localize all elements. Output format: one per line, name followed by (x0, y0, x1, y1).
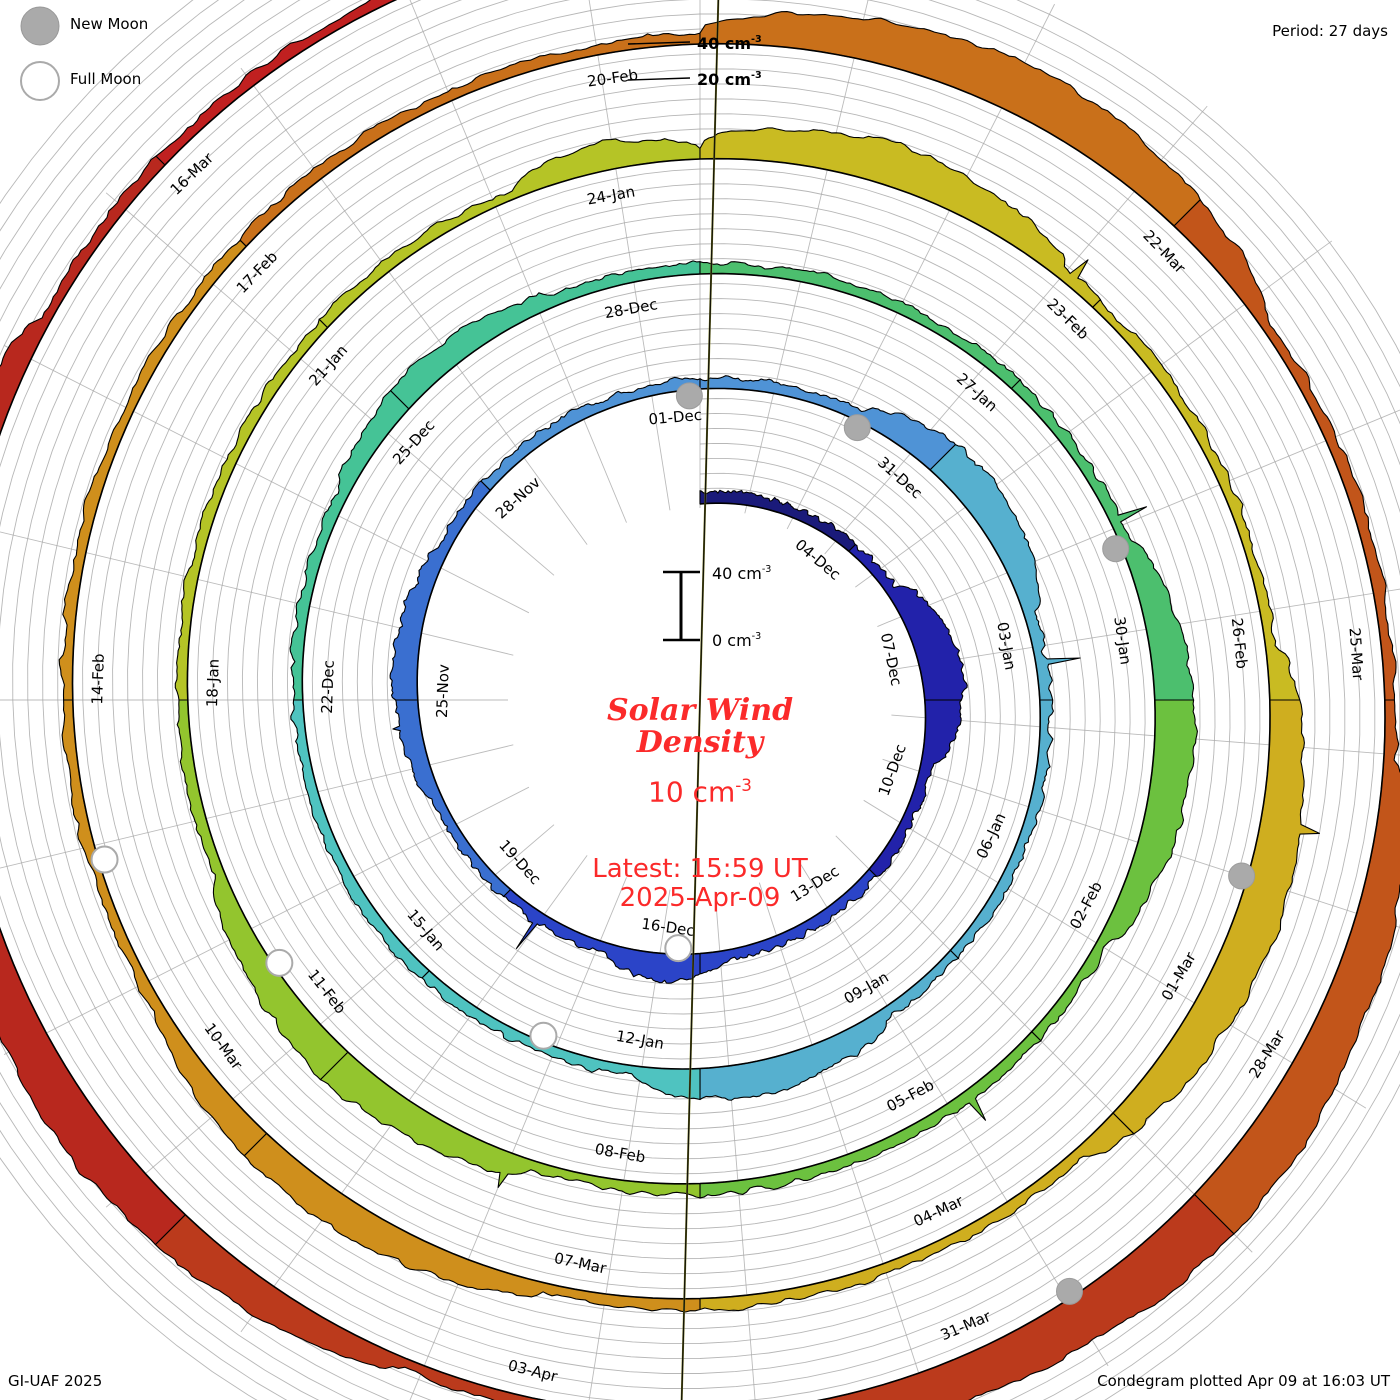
date-label: 30-Jan (1110, 615, 1135, 666)
date-label: 09-Jan (841, 968, 892, 1008)
date-label: 26-Feb (1228, 617, 1251, 670)
date-label: 28-Dec (603, 295, 659, 322)
date-label: 08-Feb (593, 1140, 646, 1167)
date-label: 04-Mar (911, 1192, 967, 1231)
date-label: 14-Feb (88, 653, 108, 705)
date-label: 02-Feb (1066, 879, 1106, 933)
moon-marker-layer (90, 382, 1256, 1305)
latest-observation-label: Latest: 15:59 UT 2025-Apr-09 (420, 854, 980, 914)
date-label: 04-Dec (792, 535, 845, 583)
date-label: 11-Feb (304, 966, 350, 1017)
date-label: 06-Jan (973, 810, 1010, 862)
new-moon-marker (675, 382, 703, 410)
new-moon-marker (1102, 535, 1130, 563)
latest-date: 2025-Apr-09 (619, 883, 781, 914)
period-label: Period: 27 days (1272, 22, 1388, 40)
date-label: 24-Jan (586, 182, 637, 208)
date-label: 25-Nov (433, 664, 453, 718)
axis-label-20: 20 cm-3 (697, 70, 762, 89)
new-moon-marker (1228, 862, 1256, 890)
date-label: 18-Jan (203, 658, 223, 707)
full-moon-marker (90, 845, 119, 874)
unit-scale-label: 10 cm-3 (648, 775, 752, 809)
credit-label: GI-UAF 2025 (8, 1372, 103, 1390)
full-moon-marker (265, 948, 294, 977)
axis-label-40: 40 cm-3 (697, 34, 762, 53)
date-label: 16-Dec (640, 915, 696, 940)
outer-axis-callouts: 40 cm-3 20 cm-3 (627, 34, 762, 89)
date-label: 22-Dec (318, 660, 338, 714)
new-moon-marker (843, 414, 871, 442)
new-moon-marker (1056, 1277, 1084, 1305)
plotted-timestamp-label: Condegram plotted Apr 09 at 16:03 UT (1097, 1372, 1390, 1390)
scale-top-label: 40 cm-3 (712, 564, 771, 583)
date-label: 07-Dec (877, 631, 906, 687)
date-label: 31-Mar (938, 1307, 994, 1345)
date-label: 01-Dec (648, 406, 703, 429)
date-label: 01-Mar (1158, 948, 1200, 1003)
date-label: 12-Jan (615, 1027, 666, 1053)
date-label: 03-Jan (993, 621, 1019, 672)
page-title: Solar Wind Density (420, 693, 980, 761)
full-moon-marker (664, 934, 693, 963)
date-label: 17-Feb (233, 248, 281, 297)
title-line-1: Solar Wind (606, 693, 794, 728)
full-moon-marker (529, 1021, 558, 1050)
date-label: 25-Mar (1346, 627, 1368, 682)
current-time-line (680, 0, 720, 1400)
full-moon-legend-label: Full Moon (70, 70, 142, 88)
date-label: 07-Mar (553, 1249, 609, 1278)
date-label: 23-Feb (1043, 295, 1092, 343)
title-line-2: Density (636, 725, 764, 761)
date-label: 05-Feb (884, 1076, 938, 1116)
center-scale-bar: 40 cm-3 0 cm-3 (663, 564, 771, 650)
date-label: 10-Mar (200, 1020, 246, 1074)
scale-bottom-label: 0 cm-3 (712, 631, 761, 650)
latest-time: Latest: 15:59 UT (592, 854, 808, 884)
date-label: 20-Feb (586, 66, 639, 91)
full-moon-icon (20, 61, 60, 101)
new-moon-legend-label: New Moon (70, 15, 149, 33)
new-moon-icon (20, 6, 60, 46)
